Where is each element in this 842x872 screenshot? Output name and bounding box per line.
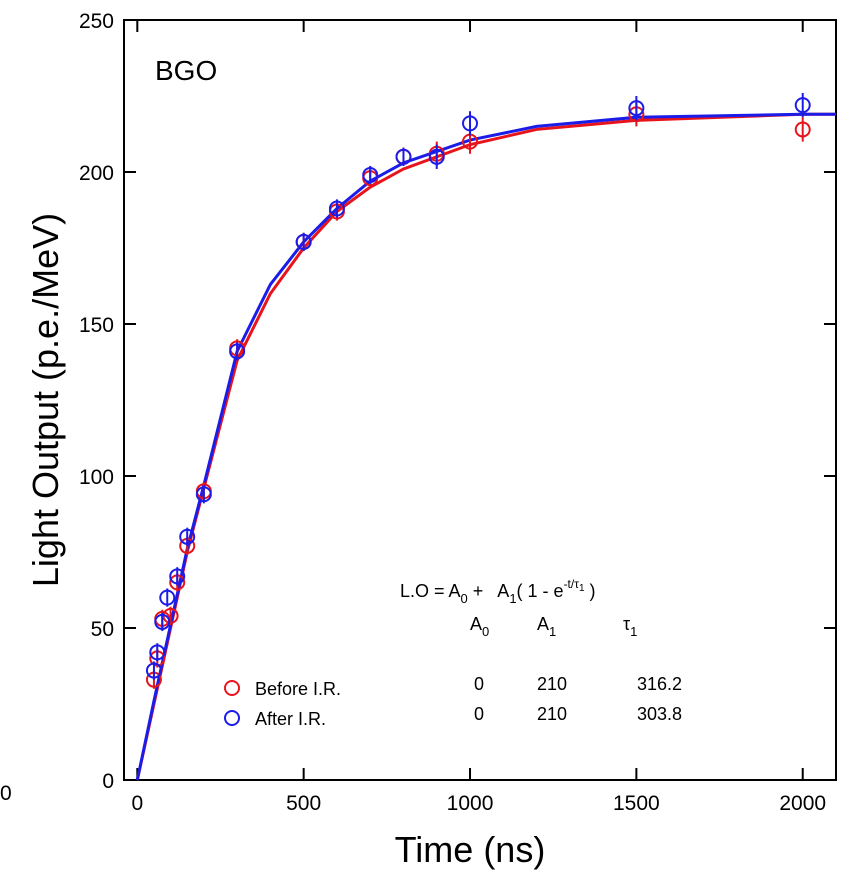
x-tick-label: 1500 bbox=[613, 792, 660, 815]
fit-curve bbox=[135, 112, 836, 781]
equation-part: 1 bbox=[509, 591, 516, 606]
y-tick-label: 100 bbox=[79, 466, 114, 489]
data-point bbox=[179, 528, 196, 545]
data-point bbox=[169, 568, 186, 585]
equation-part: ) bbox=[585, 581, 596, 601]
table-header: A1 bbox=[537, 614, 556, 639]
equation-part: 0 bbox=[461, 591, 468, 606]
table-cell: 210 bbox=[537, 704, 567, 724]
table-cell: 210 bbox=[537, 674, 567, 694]
y-tick-label: 250 bbox=[79, 10, 114, 33]
y-tick-label: 150 bbox=[79, 314, 114, 337]
y-tick-label: 200 bbox=[79, 162, 114, 185]
equation-part: + A bbox=[468, 581, 510, 601]
equation: L.O = A0 + A1( 1 - e-t/τ1 ) bbox=[400, 577, 596, 606]
data-point bbox=[462, 115, 479, 132]
data-point bbox=[195, 486, 212, 503]
table-header-sub: 1 bbox=[630, 624, 637, 639]
equation-part: ( 1 - e bbox=[517, 581, 564, 601]
table-cell: 0 bbox=[474, 704, 484, 724]
data-point bbox=[328, 200, 345, 217]
table-cell: 0 bbox=[474, 674, 484, 694]
legend-marker bbox=[224, 680, 240, 696]
x-tick-label: 0 bbox=[131, 792, 143, 815]
data-point bbox=[145, 662, 162, 679]
legend-label: After I.R. bbox=[255, 709, 326, 729]
equation-part: -t/τ bbox=[564, 577, 580, 591]
data-point bbox=[362, 167, 379, 184]
equation-part: 1 bbox=[579, 583, 585, 594]
y-axis-label: Light Output (p.e./MeV) bbox=[25, 213, 66, 587]
x-tick-label: 1000 bbox=[447, 792, 494, 815]
legend-marker bbox=[224, 710, 240, 726]
data-point bbox=[149, 644, 166, 661]
data-point bbox=[295, 233, 312, 250]
legend-label: Before I.R. bbox=[255, 679, 341, 699]
table-header: τ1 bbox=[623, 614, 637, 639]
equation-part: L.O = A bbox=[400, 581, 461, 601]
y-tick-label: 0 bbox=[102, 770, 114, 793]
data-point bbox=[794, 97, 811, 114]
table-cell: 303.8 bbox=[637, 704, 682, 724]
x-tick-label: 2000 bbox=[779, 792, 826, 815]
x-axis-label: Time (ns) bbox=[395, 829, 546, 870]
data-point bbox=[628, 100, 645, 117]
annotation: BGO bbox=[155, 55, 217, 86]
data-point bbox=[794, 121, 811, 138]
data-point bbox=[229, 343, 246, 360]
x-tick-label: 500 bbox=[286, 792, 321, 815]
extra-text: 0 bbox=[0, 782, 12, 805]
table-header-sub: 0 bbox=[482, 624, 489, 639]
fit-curve bbox=[135, 112, 836, 781]
data-point bbox=[159, 589, 176, 606]
data-point bbox=[428, 148, 445, 165]
table-header-base: A bbox=[470, 614, 482, 634]
table-header-sub: 1 bbox=[549, 624, 556, 639]
table-header: A0 bbox=[470, 614, 489, 639]
y-tick-label: 50 bbox=[91, 618, 114, 641]
table-cell: 316.2 bbox=[637, 674, 682, 694]
table-header-base: τ bbox=[623, 614, 630, 634]
plot-frame bbox=[123, 19, 837, 781]
table-header-base: A bbox=[537, 614, 549, 634]
data-point bbox=[395, 148, 412, 165]
data-point bbox=[154, 613, 171, 630]
